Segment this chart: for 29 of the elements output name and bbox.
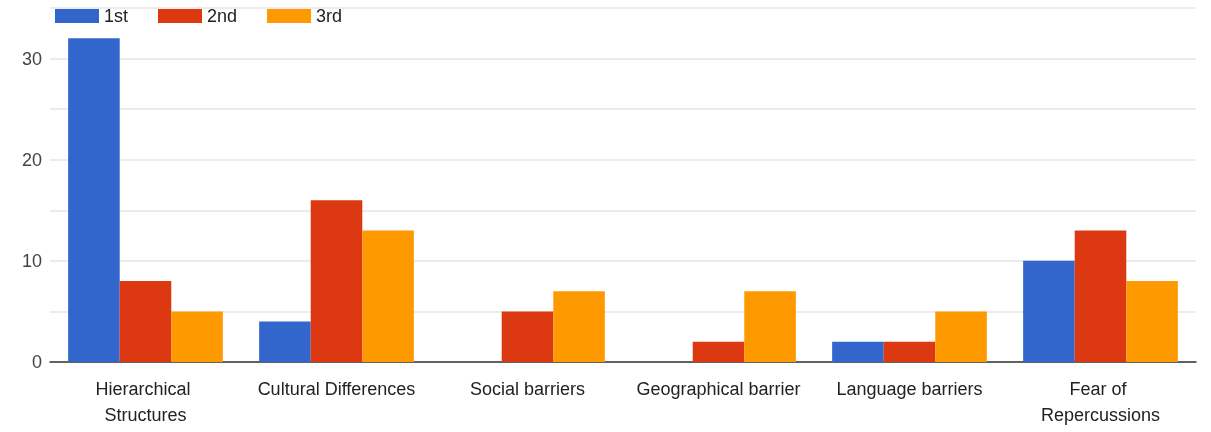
bar (832, 341, 884, 362)
bar (362, 230, 414, 362)
legend-label: 3rd (316, 6, 343, 26)
bar (553, 291, 605, 362)
x-tick-label: Hierarchical Structures (95, 379, 196, 425)
bar (171, 311, 223, 362)
x-tick-label: Geographical barrier (636, 379, 801, 399)
bar (1074, 230, 1127, 362)
x-tick-label: Fear of Repercussions (1040, 379, 1161, 425)
bar (310, 200, 363, 362)
y-tick-label: 0 (31, 352, 42, 372)
legend-label: 1st (104, 6, 129, 26)
bar (119, 281, 172, 362)
bar (68, 38, 120, 362)
x-tick-label: Social barriers (469, 379, 586, 399)
x-tick-label: Cultural Differences (257, 379, 416, 399)
bar (883, 341, 936, 362)
legend-label: 2nd (207, 6, 238, 26)
y-tick-label: 30 (21, 48, 42, 69)
bar (744, 291, 796, 362)
bar (1126, 281, 1178, 362)
bar (501, 311, 554, 362)
y-tick-label: 20 (21, 149, 42, 170)
bar (259, 321, 311, 362)
bar (692, 341, 745, 362)
bar (935, 311, 987, 362)
x-tick-label: Language barriers (836, 379, 983, 399)
y-tick-label: 10 (21, 250, 42, 271)
bar (1023, 260, 1075, 362)
